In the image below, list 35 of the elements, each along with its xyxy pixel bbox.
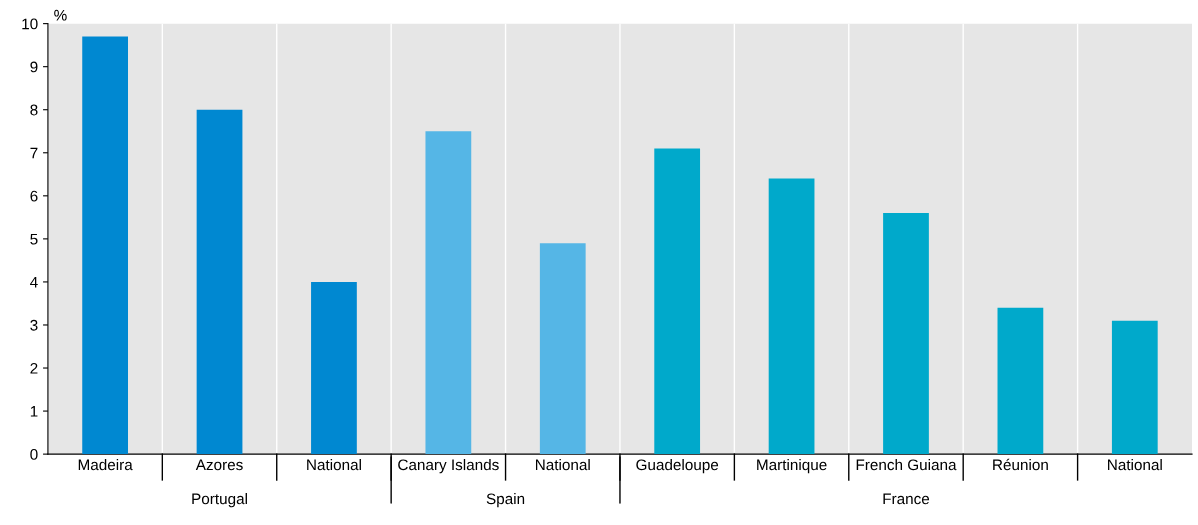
bar [883, 213, 929, 455]
bar [1111, 320, 1158, 455]
bar [196, 109, 243, 455]
x-tick-label: National [1108, 458, 1162, 471]
x-tick-label: Canary Islands [398, 458, 499, 474]
x-tick-label: Madeira [78, 458, 133, 471]
bar [425, 131, 472, 455]
x-tick-label: Réunion [993, 458, 1048, 471]
y-tick-label: 3 [30, 319, 38, 331]
y-tick-label: 8 [30, 104, 38, 116]
text: Spain [486, 493, 525, 508]
y-tick-label: 7 [30, 147, 38, 159]
y-tick-label: 2 [30, 362, 38, 374]
y-tick-label: 6 [30, 190, 38, 202]
bar [997, 307, 1044, 455]
x-tick-label: National [535, 458, 590, 471]
x-tick-label: Azores [195, 459, 243, 471]
y-tick-label: 5 [30, 233, 38, 245]
x-tick-label: Guadeloupe [636, 458, 719, 474]
y-tick-label: 9 [30, 61, 38, 73]
bar [539, 243, 586, 455]
bar [768, 178, 815, 455]
x-tick-label: French Guiana [856, 458, 957, 471]
y-tick-label: 4 [30, 276, 38, 288]
x-tick-label: Martinique [757, 458, 827, 474]
bar [654, 148, 701, 455]
y-tick-label: 0 [30, 448, 38, 460]
x-tick-label: National [307, 458, 361, 471]
bar [311, 281, 357, 455]
text: Portugal [192, 493, 247, 508]
y-tick-label: 10 [22, 18, 38, 30]
y-axis-title: % [54, 9, 67, 21]
text: France [883, 493, 930, 505]
y-tick-label: 1 [30, 406, 38, 417]
bar [82, 36, 129, 455]
